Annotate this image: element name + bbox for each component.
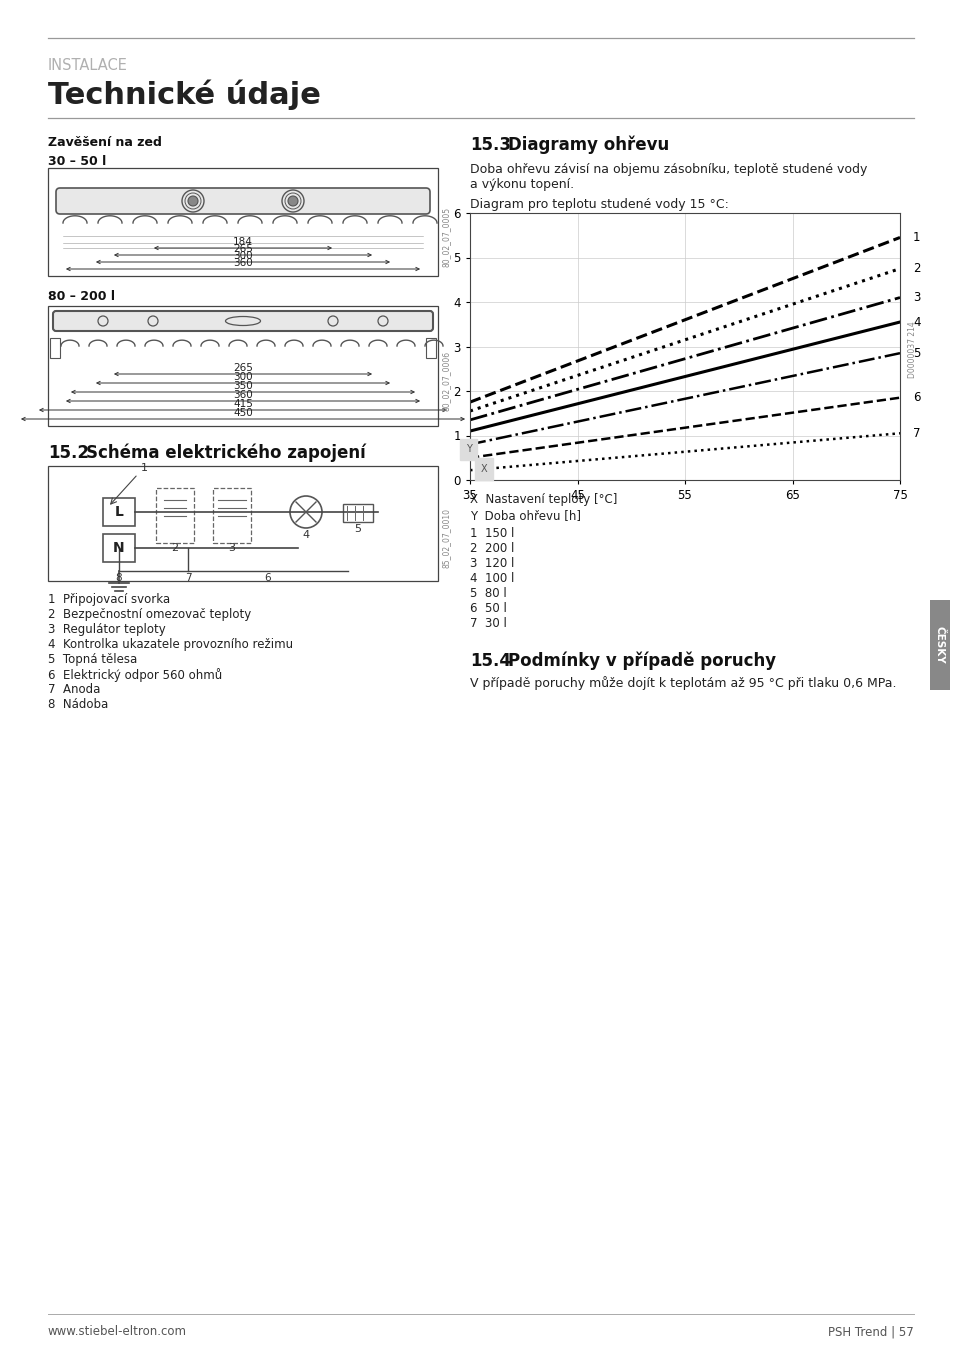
Text: 7  Anoda: 7 Anoda — [48, 683, 100, 697]
Text: 6: 6 — [264, 572, 271, 583]
Bar — [48, 167, 437, 275]
Text: a výkonu topení.: a výkonu topení. — [470, 178, 574, 190]
Text: 4: 4 — [912, 316, 920, 328]
Text: 7  30 l: 7 30 l — [470, 617, 506, 630]
Text: Technické údaje: Technické údaje — [48, 80, 320, 111]
Text: 80_02_07_0005: 80_02_07_0005 — [441, 207, 451, 267]
Text: 7: 7 — [185, 572, 192, 583]
Text: 4  Kontrolka ukazatele provozního režimu: 4 Kontrolka ukazatele provozního režimu — [48, 639, 293, 651]
Text: 265: 265 — [233, 244, 253, 254]
Circle shape — [288, 196, 297, 207]
Bar — [213, 487, 251, 543]
Text: 3  Regulátor teploty: 3 Regulátor teploty — [48, 622, 166, 636]
Text: 15.3: 15.3 — [470, 136, 511, 154]
Text: 1: 1 — [912, 231, 920, 244]
Text: 4: 4 — [302, 531, 309, 540]
Text: N: N — [113, 541, 125, 555]
Text: PSH Trend | 57: PSH Trend | 57 — [827, 1324, 913, 1338]
Text: Schéma elektrického zapojení: Schéma elektrického zapojení — [86, 444, 365, 463]
Text: 265: 265 — [233, 363, 253, 373]
Bar — [50, 338, 60, 358]
Circle shape — [188, 196, 198, 207]
Text: 30 – 50 l: 30 – 50 l — [48, 155, 106, 167]
Text: 1: 1 — [141, 463, 148, 472]
Text: 15.4: 15.4 — [470, 652, 511, 670]
Text: 15.2: 15.2 — [48, 444, 89, 462]
Text: 2: 2 — [172, 543, 178, 554]
Text: X  Nastavení teploty [°C]: X Nastavení teploty [°C] — [470, 493, 617, 506]
Bar — [103, 535, 135, 562]
Text: 8: 8 — [115, 572, 122, 583]
Text: Y: Y — [465, 444, 471, 455]
Text: 1  150 l: 1 150 l — [470, 526, 514, 540]
Text: 85_02_07_0010: 85_02_07_0010 — [441, 508, 451, 568]
Bar — [929, 599, 949, 690]
Text: Zavěšení na zed: Zavěšení na zed — [48, 136, 162, 148]
Text: 184: 184 — [233, 238, 253, 247]
Text: 2  200 l: 2 200 l — [470, 541, 514, 555]
Text: 415: 415 — [233, 400, 253, 409]
Bar — [103, 498, 135, 526]
Text: 8  Nádoba: 8 Nádoba — [48, 698, 108, 711]
Text: 3: 3 — [912, 292, 920, 304]
Text: Y  Doba ohřevu [h]: Y Doba ohřevu [h] — [470, 509, 580, 522]
Text: 4  100 l: 4 100 l — [470, 572, 514, 585]
Text: 5: 5 — [912, 347, 920, 359]
Text: 6  50 l: 6 50 l — [470, 602, 506, 616]
Text: 6: 6 — [912, 392, 920, 404]
Bar — [48, 466, 437, 580]
Text: Podmínky v případě poruchy: Podmínky v případě poruchy — [507, 652, 776, 671]
FancyBboxPatch shape — [53, 310, 433, 331]
Text: 7: 7 — [912, 427, 920, 440]
Text: 5  80 l: 5 80 l — [470, 587, 506, 599]
Text: 2  Bezpečnostní omezovač teploty: 2 Bezpečnostní omezovač teploty — [48, 608, 251, 621]
Text: ČESKY: ČESKY — [934, 626, 944, 664]
Text: 5  Topná tělesa: 5 Topná tělesa — [48, 653, 137, 666]
Text: 3: 3 — [229, 543, 235, 554]
Text: 300: 300 — [233, 373, 253, 382]
Text: 1  Připojovací svorka: 1 Připojovací svorka — [48, 593, 170, 606]
Text: www.stiebel-eltron.com: www.stiebel-eltron.com — [48, 1324, 187, 1338]
Text: 6  Elektrický odpor 560 ohmů: 6 Elektrický odpor 560 ohmů — [48, 668, 222, 682]
Bar — [426, 338, 436, 358]
Text: V případě poruchy může dojít k teplotám až 95 °C při tlaku 0,6 MPa.: V případě poruchy může dojít k teplotám … — [470, 676, 896, 690]
Text: 450: 450 — [233, 408, 253, 418]
Bar — [48, 306, 437, 427]
Text: Diagramy ohřevu: Diagramy ohřevu — [507, 136, 669, 154]
Text: Diagram pro teplotu studené vody 15 °C:: Diagram pro teplotu studené vody 15 °C: — [470, 198, 728, 211]
Text: 80 – 200 l: 80 – 200 l — [48, 290, 115, 302]
Text: 360: 360 — [233, 258, 253, 269]
Text: X: X — [480, 464, 487, 474]
Text: INSTALACE: INSTALACE — [48, 58, 128, 73]
Bar — [343, 504, 373, 522]
Bar — [156, 487, 193, 543]
Text: D0000037 214: D0000037 214 — [907, 321, 916, 378]
Text: 5: 5 — [355, 524, 361, 535]
Text: Doba ohřevu závisí na objemu zásobníku, teplotě studené vody: Doba ohřevu závisí na objemu zásobníku, … — [470, 163, 866, 176]
Text: 300: 300 — [233, 251, 253, 261]
Text: 350: 350 — [233, 381, 253, 392]
Text: 2: 2 — [912, 262, 920, 275]
Text: 3  120 l: 3 120 l — [470, 558, 514, 570]
FancyBboxPatch shape — [56, 188, 430, 215]
Text: L: L — [114, 505, 123, 518]
Text: 360: 360 — [233, 390, 253, 400]
Text: 80_02_07_0006: 80_02_07_0006 — [441, 351, 451, 410]
